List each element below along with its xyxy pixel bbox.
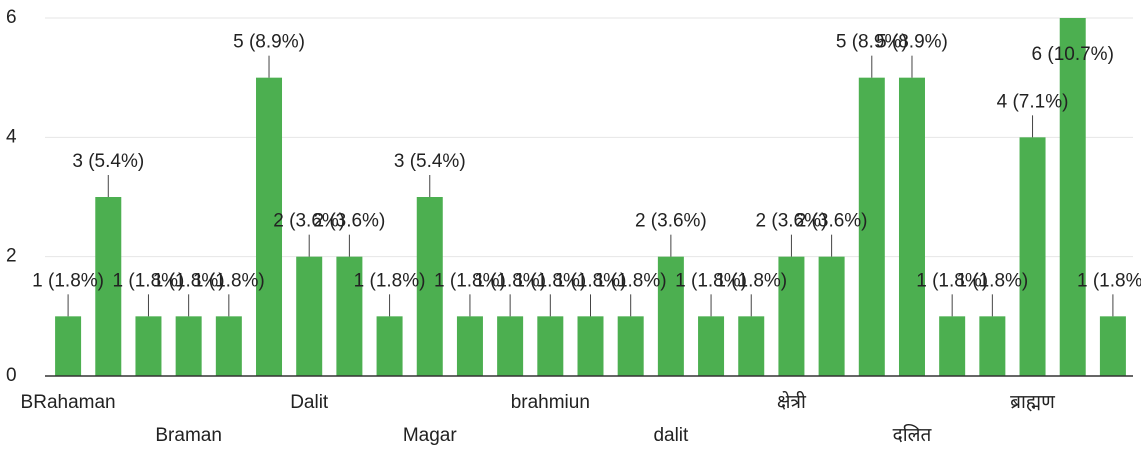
bar [939,316,966,376]
x-tick-label: Magar [403,425,458,446]
data-label: 1 (1.8%) [514,270,586,291]
data-label: 2 (3.6%) [635,211,707,232]
bar [979,316,1006,376]
x-tick-label: brahmiun [511,392,590,413]
data-label: 1 (1.8%) [715,270,787,291]
bar [858,77,885,377]
bar [296,256,323,376]
x-tick-label: दलित [893,423,933,446]
bar [497,316,524,376]
data-label: 1 (1.8%) [354,270,426,291]
data-label: 5 (8.9%) [233,32,305,53]
bar [256,77,283,377]
bar [1019,137,1046,376]
bar [818,256,845,376]
bar [738,316,765,376]
data-label: 1 (1.8%) [153,270,225,291]
data-label: 1 (1.8%) [434,270,506,291]
data-label: 1 (1.8%) [555,270,627,291]
bar [1099,316,1126,376]
bar [55,316,82,376]
x-tick-label: ब्राह्मण [1010,392,1055,413]
x-tick-label: dalit [653,425,689,446]
bar [456,316,483,376]
x-tick-label: BRahaman [21,392,116,413]
bar [617,316,644,376]
data-label: 2 (3.6%) [756,211,828,232]
data-label: 1 (1.8%) [193,270,265,291]
bar [135,316,162,376]
data-label: 6 (10.7%) [1032,44,1114,65]
y-tick-label: 2 [6,246,17,267]
bar [215,316,242,376]
bar [577,316,604,376]
data-label: 1 (1.8%) [32,270,104,291]
data-label: 1 (1.8%) [595,270,667,291]
data-label: 2 (3.6%) [273,211,345,232]
data-label: 1 (1.8%) [675,270,747,291]
x-tick-label: क्षेत्री [777,390,807,413]
data-label: 1 (1.8%) [956,270,1028,291]
bar [95,197,122,376]
bar [537,316,564,376]
data-label: 1 (1.8%) [113,270,185,291]
x-tick-label: Dalit [290,392,329,413]
y-tick-label: 4 [6,126,17,147]
data-label: 2 (3.6%) [313,211,385,232]
y-tick-label: 6 [6,7,17,28]
data-label: 5 (8.9%) [836,32,908,53]
bar [898,77,925,377]
bar [778,256,805,376]
x-tick-label: Braman [155,425,222,446]
bar [175,316,202,376]
bar [1059,18,1086,376]
data-label: 1 (1.8%) [1077,270,1141,291]
y-tick-label: 0 [6,365,17,386]
bar [657,256,684,376]
data-label: 2 (3.6%) [796,211,868,232]
data-label: 3 (5.4%) [394,151,466,172]
bar [336,256,363,376]
data-label: 1 (1.8%) [916,270,988,291]
data-label: 1 (1.8%) [474,270,546,291]
bar [376,316,403,376]
bar [416,197,443,376]
data-label: 3 (5.4%) [72,151,144,172]
data-label: 5 (8.9%) [876,32,948,53]
bar [698,316,725,376]
data-label: 4 (7.1%) [997,91,1069,112]
